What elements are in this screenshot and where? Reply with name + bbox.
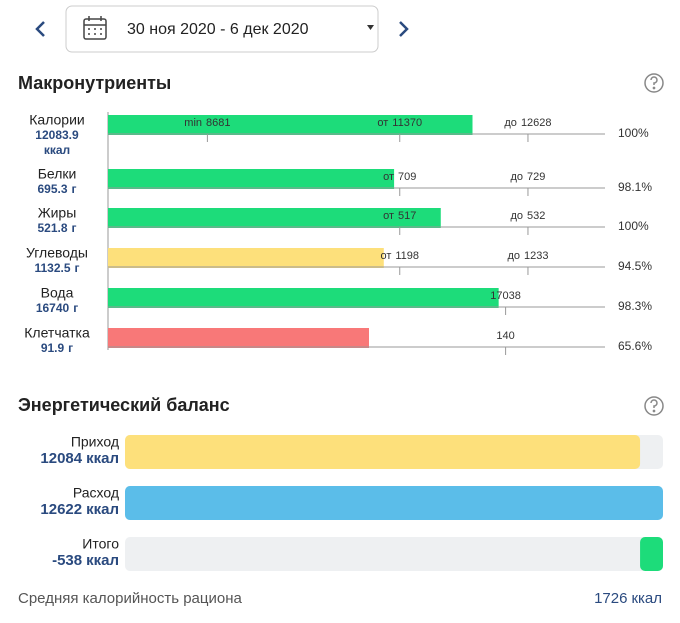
bar [640,537,663,571]
percent: 94.5% [618,259,652,273]
nutrient-amount: 521.8 г [37,221,76,235]
calendar-icon [83,16,107,40]
marker-prefix: до [507,250,520,262]
marker-label: от 517 [383,210,416,222]
nutrient-name: Вода [41,285,74,301]
value: 1132.5 [34,261,70,275]
marker-value: 11370 [392,117,422,129]
value: 1726 [594,590,627,607]
section-title: Макронутриенты [18,73,171,93]
balance-value: 12622 ккал [40,501,119,518]
nutrient-amount: 695.3 г [37,182,76,196]
value: 12622 [40,501,82,518]
percent: 65.6% [618,339,652,353]
value: 521.8 [37,221,67,235]
marker-prefix: до [504,117,517,129]
bar [108,248,384,268]
marker-label: от 709 [383,171,416,183]
unit: ккал [86,450,119,467]
value: 12084 [40,450,82,467]
value: -538 [52,552,82,569]
date-picker[interactable] [65,5,379,53]
prev-button[interactable] [35,21,45,37]
marker-label: до 729 [511,171,546,183]
marker-prefix: до [511,210,524,222]
marker-label: 17038 [490,290,521,302]
help-icon[interactable] [644,73,664,93]
nutrient-name: Углеводы [26,245,88,261]
section-title: Энергетический баланс [18,395,230,415]
bar [108,115,473,135]
marker-value: 12628 [521,117,552,129]
footer-value: 1726 ккал [594,590,662,607]
next-button[interactable] [399,21,409,37]
marker-prefix: от [383,171,394,183]
marker-value: 729 [527,171,545,183]
marker-value: 709 [398,171,416,183]
bar [108,208,441,228]
bar [108,288,499,308]
value: 16740 [36,301,70,315]
date-range: 30 ноя 2020 - 6 дек 2020 [127,21,309,38]
percent: 100% [618,126,649,140]
marker-value: 17038 [490,290,521,302]
nutrient-amount: 91.9 г [41,341,73,355]
marker-prefix: min [184,117,202,129]
bar [108,328,369,348]
marker-value: 517 [398,210,416,222]
marker-label: до 1233 [507,250,548,262]
unit: ккал [631,590,662,607]
bar [108,169,395,189]
dropdown-arrow [367,25,374,30]
marker-value: 140 [496,330,514,342]
percent: 98.3% [618,299,652,313]
balance-name: Приход [71,434,119,450]
bar [125,486,663,520]
nutrient-name: Жиры [38,205,77,221]
balance-name: Итого [82,536,119,552]
marker-prefix: от [380,250,391,262]
nutrient-amount: 16740 г [36,301,78,315]
bar-track [125,537,663,571]
unit: г [75,261,80,275]
marker-label: от 11370 [377,117,422,129]
marker-label: до 12628 [504,117,551,129]
unit: ккал [86,552,119,569]
nutrient-amount: 1132.5 г [34,261,79,275]
marker-value: 8681 [206,117,230,129]
nutrient-name: Белки [38,166,77,182]
footer-label: Средняя калорийность рациона [18,590,242,607]
unit: г [73,301,78,315]
balance-value: -538 ккал [52,552,119,569]
marker-label: 140 [496,330,514,342]
marker-value: 1198 [395,250,419,262]
unit: г [72,221,77,235]
nutrient-name: Калории [29,112,84,128]
balance-name: Расход [73,485,119,501]
value: 695.3 [37,182,67,196]
marker-prefix: до [511,171,524,183]
help-icon[interactable] [644,396,664,416]
unit: г [72,182,77,196]
bar [125,435,641,469]
nutrient-amount: 12083.9 [35,128,79,142]
value: 12083.9 [35,128,79,142]
nutrient-unit: ккал [44,143,70,157]
balance-value: 12084 ккал [40,450,119,467]
nutrient-name: Клетчатка [24,325,90,341]
marker-prefix: от [377,117,388,129]
marker-label: до 532 [511,210,546,222]
marker-value: 532 [527,210,545,222]
percent: 100% [618,219,649,233]
percent: 98.1% [618,180,652,194]
marker-label: от 1198 [380,250,419,262]
marker-prefix: от [383,210,394,222]
value: 91.9 [41,341,65,355]
unit: г [68,341,73,355]
unit: ккал [86,501,119,518]
marker-label: min 8681 [184,117,230,129]
marker-value: 1233 [524,250,548,262]
